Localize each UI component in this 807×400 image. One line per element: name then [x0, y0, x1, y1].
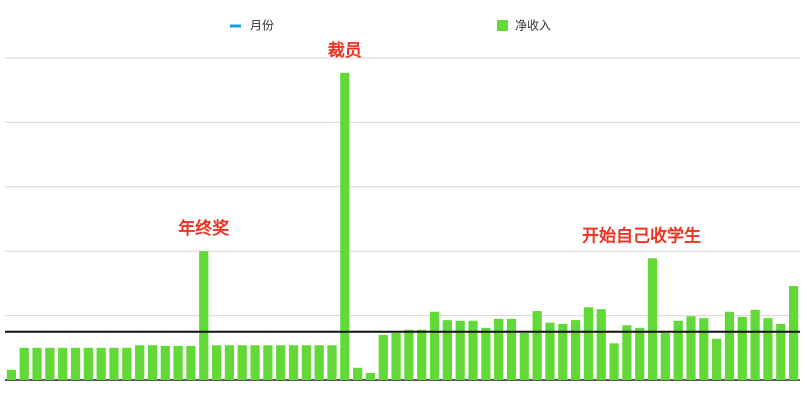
bar: [365, 372, 376, 380]
bar: [122, 347, 132, 380]
bar: [506, 318, 517, 380]
bar: [494, 318, 504, 380]
bar: [429, 311, 440, 380]
bar: [737, 316, 747, 380]
bar: [391, 332, 401, 380]
bar: [647, 258, 658, 380]
bar: [83, 347, 93, 380]
bar: [58, 347, 68, 380]
bar: [250, 345, 260, 380]
bar: [609, 343, 619, 380]
bar: [788, 285, 799, 380]
bar: [6, 369, 17, 380]
bar: [532, 311, 542, 380]
annotation: 开始自己收学生: [582, 225, 701, 246]
bar: [276, 345, 286, 380]
bar: [660, 332, 670, 380]
bar: [583, 307, 594, 380]
bar: [481, 327, 491, 380]
bar: [353, 367, 363, 380]
bar: [186, 345, 196, 380]
bar: [455, 320, 465, 380]
bar: [699, 318, 709, 380]
bar: [545, 322, 555, 380]
bar: [147, 345, 158, 380]
bar: [135, 345, 145, 380]
bar: [417, 329, 427, 380]
bar: [686, 316, 696, 380]
bar: [109, 347, 119, 380]
bar: [596, 309, 606, 380]
bar: [288, 345, 299, 380]
annotation: 裁员: [328, 40, 362, 61]
bar: [173, 345, 183, 380]
bar: [224, 345, 235, 380]
legend-label: 净收入: [515, 19, 551, 33]
legend-label: 月份: [250, 19, 274, 33]
bar: [160, 345, 170, 380]
bar: [199, 251, 209, 380]
bar: [237, 345, 247, 380]
bar: [96, 347, 106, 380]
bar: [263, 345, 273, 380]
bar: [45, 347, 55, 380]
annotation: 年终奖: [178, 218, 230, 239]
bar: [378, 334, 388, 380]
bar: [558, 323, 568, 380]
bar: [750, 309, 760, 380]
bar: [570, 320, 581, 380]
bar: [635, 327, 645, 380]
bar: [32, 347, 42, 380]
bar: [763, 318, 773, 380]
bar: [314, 345, 324, 380]
bar: [712, 338, 722, 380]
bar: [724, 311, 735, 380]
bar: [301, 345, 311, 380]
bar: [468, 320, 478, 380]
bar: [19, 347, 29, 380]
legend-bar-swatch: [497, 20, 508, 31]
bar: [327, 345, 337, 380]
bar: [673, 320, 683, 380]
bar: [211, 345, 222, 380]
bar: [519, 332, 529, 380]
bar: [622, 325, 632, 380]
bar: [70, 347, 81, 380]
bar: [340, 72, 350, 380]
bar: [776, 323, 786, 380]
bar: [442, 320, 452, 380]
bar: [404, 329, 414, 380]
